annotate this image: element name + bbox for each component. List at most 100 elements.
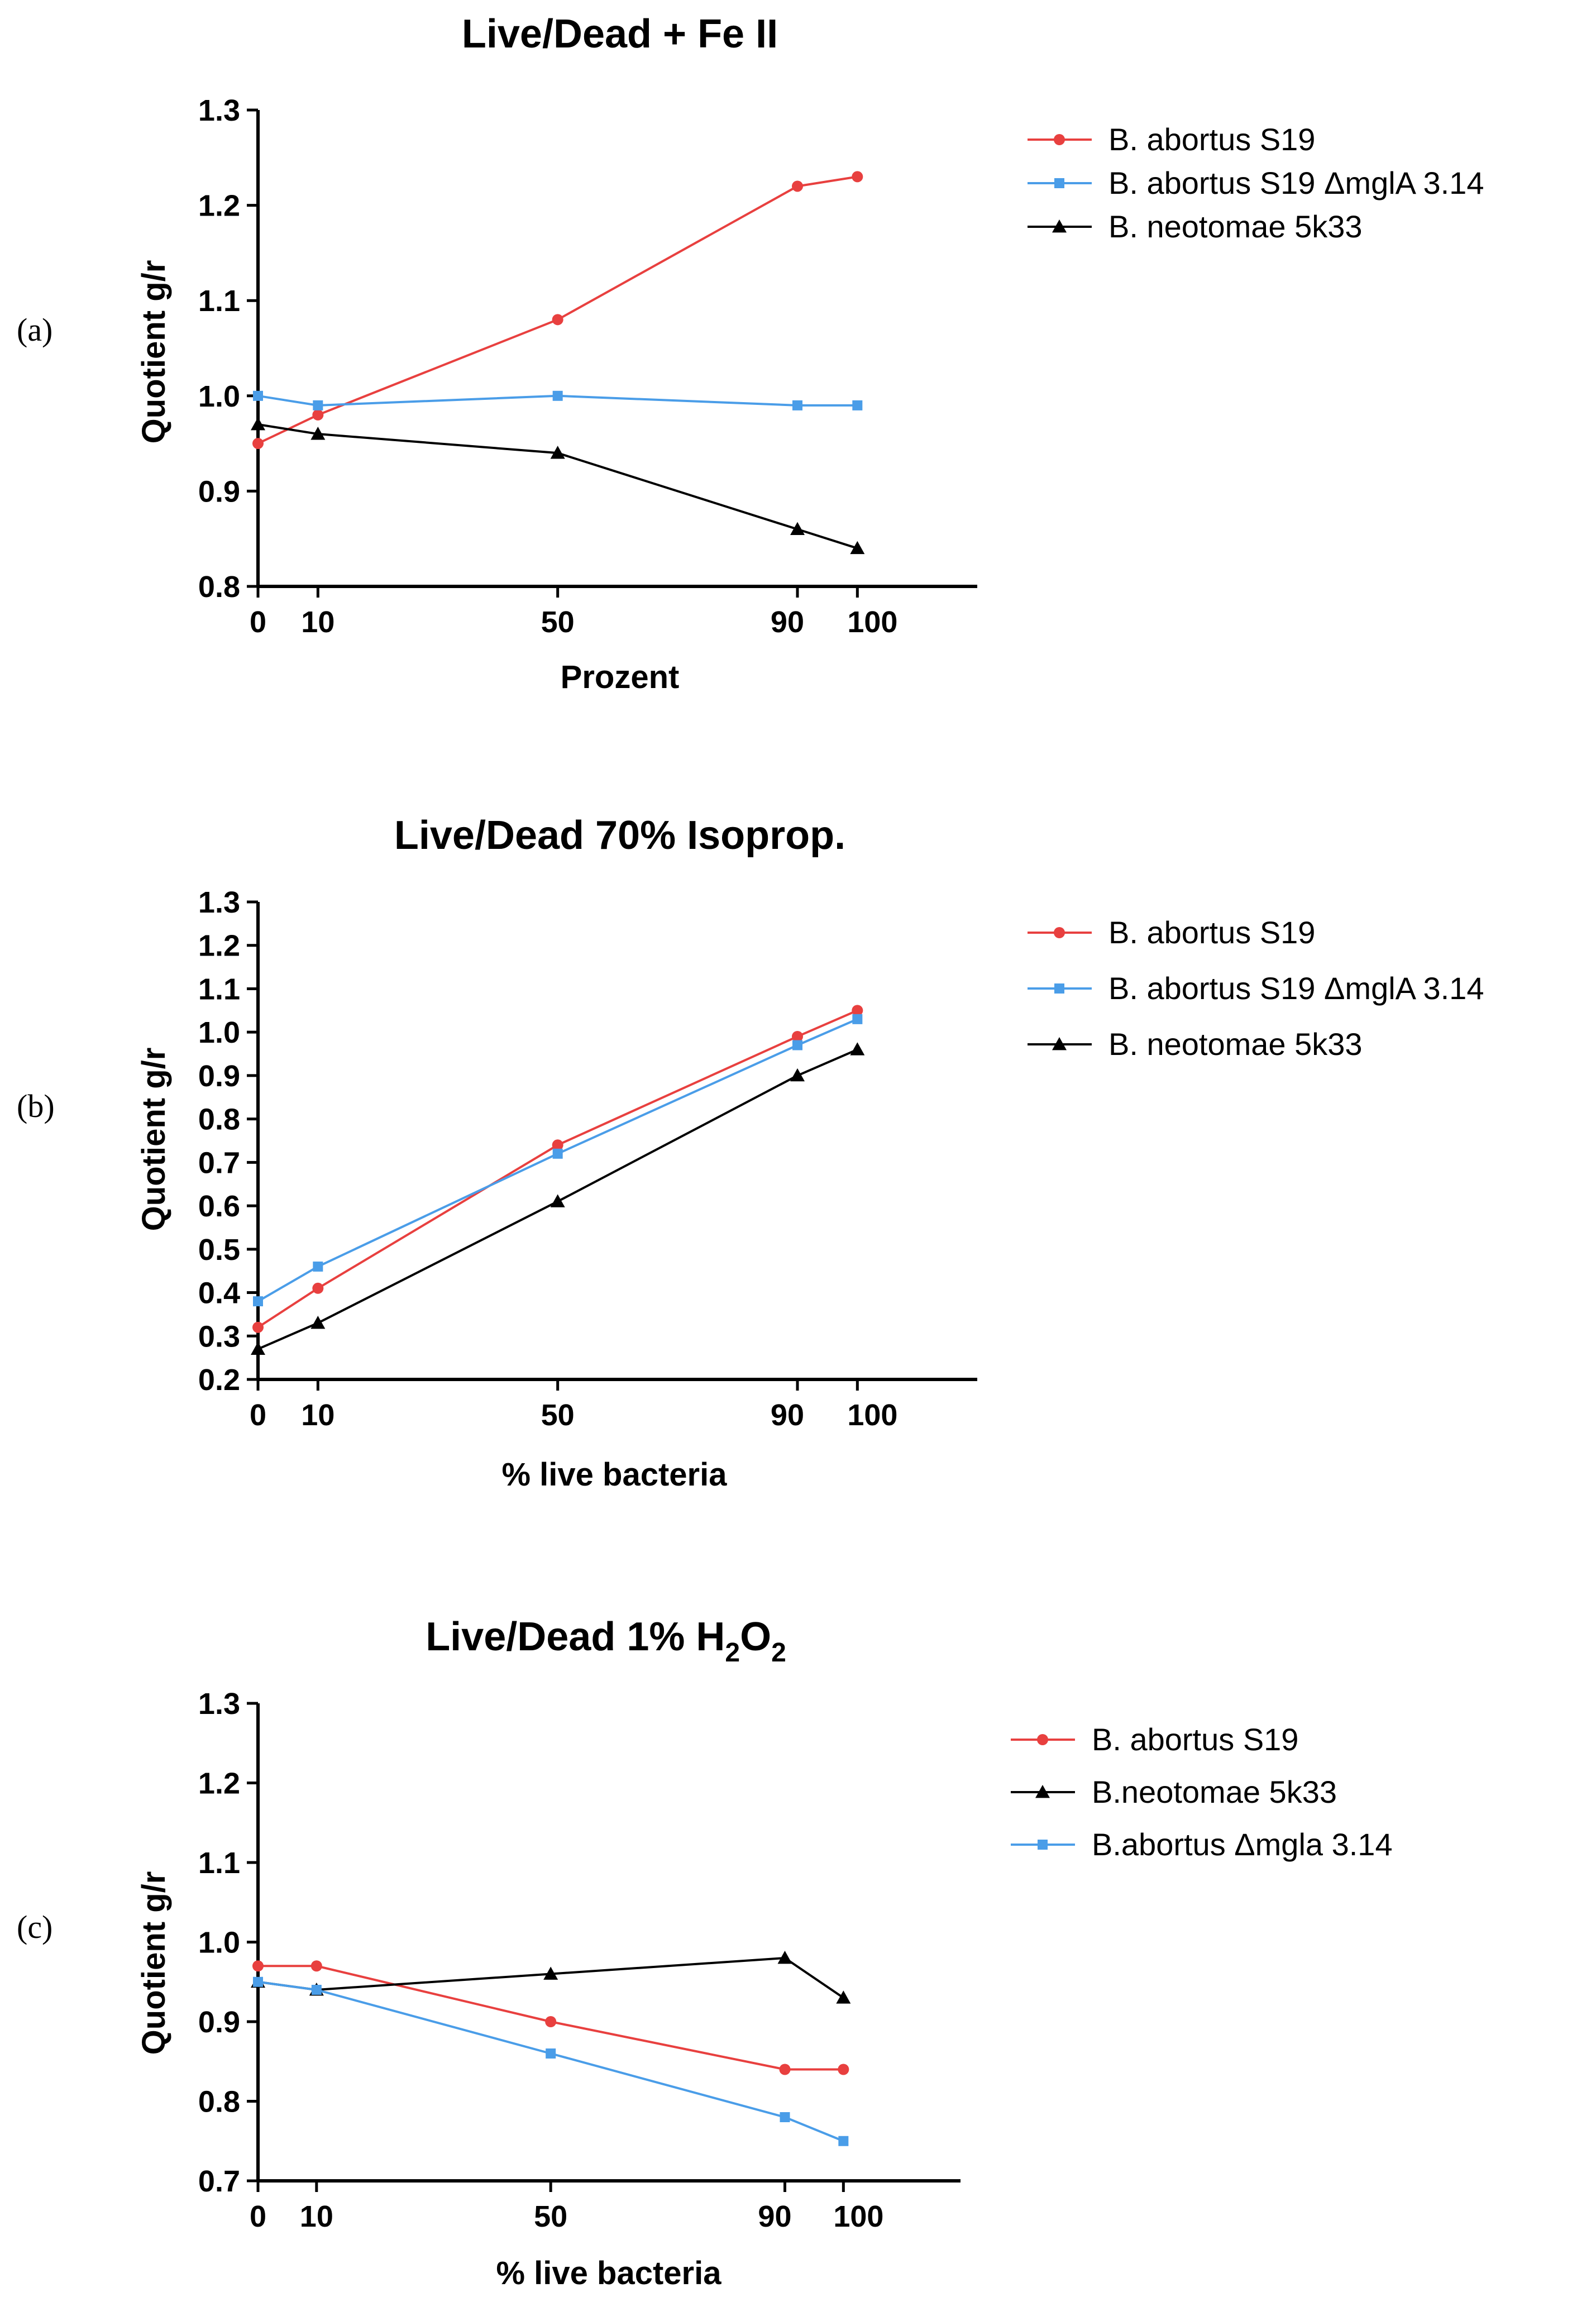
x-tick-label: 50: [541, 605, 575, 639]
data-point-s2-2: [550, 1194, 565, 1207]
y-tick-label: 0.7: [198, 2165, 240, 2198]
panel-c-plot: 0.7 0.8 0.9 1.0 1.1 1.2 1.3 0 10 50 90 100: [198, 1687, 961, 2233]
x-tick-label: 90: [758, 2200, 791, 2233]
panel-a-legend: B. abortus S19 B. abortus S19 ΔmglA 3.14 B…: [1028, 122, 1484, 244]
panel-b-label: (b): [17, 1088, 55, 1124]
y-tick-label: 0.2: [198, 1363, 240, 1397]
panel-c-xlabel: % live bacteria: [496, 2255, 722, 2291]
data-point-s1-3: [777, 1951, 792, 1964]
panel-a-title: Live/Dead + Fe II: [462, 12, 778, 56]
data-point-s0-3: [792, 1030, 803, 1042]
legend-marker-0: [1054, 927, 1065, 938]
y-tick-label: 1.1: [198, 1846, 240, 1880]
data-point-s0-2: [552, 314, 563, 326]
data-point-s0-3: [792, 180, 803, 192]
legend-label-2: B. neotomae 5k33: [1108, 1026, 1363, 1062]
legend-label-1: B. abortus S19 ΔmglA 3.14: [1108, 165, 1484, 200]
y-tick-label: 0.4: [198, 1277, 240, 1310]
y-tick-label: 0.9: [198, 1059, 240, 1093]
panel-b-ylabel: Quotient g/r: [136, 1048, 172, 1231]
data-point-s0-4: [852, 1005, 863, 1016]
panel-a-plot: 0.8 0.9 1.0 1.1 1.2 1.3 0 10 50 90 100: [198, 94, 977, 639]
x-tick-label: 100: [847, 1398, 897, 1432]
data-point-s2-4: [850, 541, 865, 555]
data-point-s1-2: [552, 1148, 563, 1159]
data-point-s0-1: [310, 1960, 322, 1972]
legend-label-1: B. abortus S19 ΔmglA 3.14: [1108, 971, 1484, 1006]
legend-marker-2: [1052, 1037, 1067, 1050]
data-point-s0-1: [312, 1282, 324, 1294]
panel-c-title-sub1: 2: [725, 1638, 740, 1668]
legend-label-0: B. abortus S19: [1092, 1722, 1298, 1757]
legend-marker-0: [1037, 1734, 1048, 1745]
data-point-s1-3: [792, 400, 802, 410]
legend-marker-1: [1054, 983, 1064, 994]
x-tick-label: 0: [250, 2200, 266, 2233]
panel-c-title-sub2: 2: [771, 1638, 786, 1668]
legend-marker-2: [1038, 1840, 1048, 1850]
data-point-s1-0: [253, 1296, 263, 1307]
series-line-1: [257, 1018, 858, 1302]
y-tick-label: 0.5: [198, 1233, 240, 1267]
x-tick-label: 100: [833, 2200, 883, 2233]
x-tick-label: 50: [534, 2200, 567, 2233]
panel-c-title: Live/Dead 1% H2O2: [426, 1615, 786, 1668]
panel-c-label: (c): [17, 1909, 52, 1945]
data-point-s1-3: [792, 1040, 802, 1050]
x-tick-label: 100: [847, 605, 897, 639]
data-point-s0-0: [252, 1321, 264, 1333]
y-tick-label: 0.3: [198, 1320, 240, 1353]
panel-c-title-mid: O: [740, 1615, 771, 1659]
legend-label-2: B. neotomae 5k33: [1108, 209, 1363, 244]
y-tick-label: 1.2: [198, 189, 240, 223]
legend-marker-0: [1054, 134, 1065, 145]
data-point-s0-0: [252, 438, 264, 450]
data-point-s0-3: [779, 2064, 791, 2075]
panel-b-xlabel: % live bacteria: [502, 1456, 728, 1493]
y-tick-label: 1.0: [198, 1016, 240, 1049]
data-point-s2-1: [310, 1315, 326, 1329]
data-point-s2-1: [311, 1985, 322, 1995]
y-tick-label: 0.9: [198, 475, 240, 508]
y-tick-label: 1.1: [198, 972, 240, 1006]
x-tick-label: 10: [300, 2200, 333, 2233]
x-tick-label: 10: [301, 1398, 335, 1432]
data-point-s2-2: [546, 2048, 556, 2059]
y-tick-label: 0.8: [198, 1103, 240, 1136]
x-tick-label: 0: [250, 605, 266, 639]
panel-a-xlabel: Prozent: [561, 659, 680, 695]
data-point-s1-1: [313, 1261, 323, 1272]
x-tick-label: 10: [301, 605, 335, 639]
legend-label-0: B. abortus S19: [1108, 915, 1315, 950]
legend-label-0: B. abortus S19: [1108, 122, 1315, 157]
y-tick-label: 1.2: [198, 929, 240, 963]
data-point-s0-0: [252, 1960, 264, 1972]
data-point-s1-0: [253, 390, 263, 401]
x-tick-label: 90: [771, 605, 804, 639]
y-tick-label: 0.9: [198, 2005, 240, 2039]
panel-a: (a) Live/Dead + Fe II Quotient g/r Proze…: [17, 12, 1484, 695]
data-point-s1-4: [836, 1990, 851, 2004]
data-point-s1-4: [852, 400, 863, 410]
data-point-s2-4: [838, 2136, 849, 2146]
panel-a-label: (a): [17, 312, 52, 348]
data-point-s1-1: [313, 400, 323, 410]
panel-c: (c) Live/Dead 1% H2O2 Quotient g/r % liv…: [17, 1615, 1393, 2291]
data-point-s2-0: [253, 1976, 263, 1987]
y-tick-label: 1.0: [198, 380, 240, 413]
x-tick-label: 50: [541, 1398, 575, 1432]
data-point-s0-4: [852, 171, 863, 183]
y-tick-label: 0.7: [198, 1146, 240, 1179]
data-point-s1-2: [543, 1966, 558, 1980]
series-line-2: [257, 423, 858, 550]
panel-b: (b) Live/Dead 70% Isoprop. Quotient g/r …: [17, 813, 1484, 1493]
data-point-s1-2: [552, 390, 563, 401]
data-point-s2-3: [790, 1068, 805, 1082]
legend-label-2: B.abortus Δmgla 3.14: [1092, 1827, 1393, 1862]
series-line-2: [257, 1980, 844, 2142]
data-point-s2-3: [780, 2112, 790, 2122]
y-tick-label: 1.3: [198, 886, 240, 919]
data-point-s2-4: [850, 1042, 865, 1056]
data-point-s2-0: [251, 417, 265, 431]
